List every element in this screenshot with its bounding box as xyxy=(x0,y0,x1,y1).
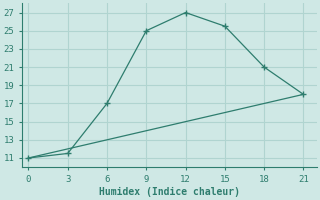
X-axis label: Humidex (Indice chaleur): Humidex (Indice chaleur) xyxy=(99,186,240,197)
